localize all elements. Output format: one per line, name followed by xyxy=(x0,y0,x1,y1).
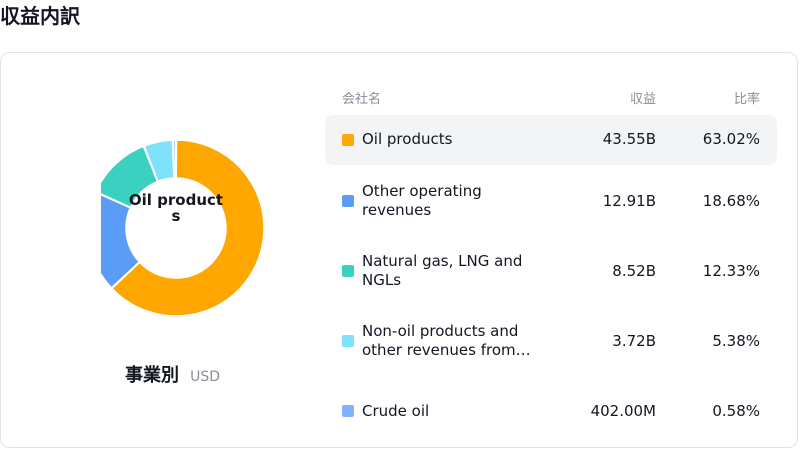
table-row[interactable]: Natural gas, LNG and NGLs 8.52B 12.33% xyxy=(325,245,777,315)
table-row[interactable]: Non-oil products and other revenues from… xyxy=(325,315,777,385)
row-revenue: 8.52B xyxy=(612,262,656,280)
row-revenue: 402.00M xyxy=(590,402,656,420)
legend-swatch xyxy=(342,335,354,347)
legend-swatch xyxy=(342,195,354,207)
table-row[interactable]: Other operating revenues 12.91B 18.68% xyxy=(325,175,777,245)
row-ratio: 12.33% xyxy=(702,262,760,280)
header-revenue: 収益 xyxy=(629,92,656,107)
header-company-name: 会社名 xyxy=(342,92,382,107)
donut-slice[interactable] xyxy=(101,145,159,209)
row-ratio: 63.02% xyxy=(702,130,760,148)
row-name: Natural gas, LNG and NGLs xyxy=(362,252,523,289)
row-revenue: 3.72B xyxy=(612,332,656,350)
donut-chart-svg xyxy=(101,139,265,317)
header-ratio: 比率 xyxy=(733,92,760,107)
revenue-table: 会社名 収益 比率 Oil products 43.55B 63.02% Oth… xyxy=(325,83,777,455)
row-name: Oil products xyxy=(362,130,453,148)
donut-slice[interactable] xyxy=(101,192,141,289)
donut-chart[interactable]: Oil products xyxy=(101,139,265,319)
donut-center-label: Oil products xyxy=(128,191,224,225)
donut-caption: 事業別 USD xyxy=(125,361,220,387)
page-title: 収益内訳 xyxy=(0,4,80,28)
donut-slice[interactable] xyxy=(111,139,265,317)
legend-swatch xyxy=(342,134,354,146)
chart-unit: USD xyxy=(190,369,221,385)
row-revenue: 43.55B xyxy=(602,130,656,148)
row-name: Non-oil products and other revenues from… xyxy=(362,322,531,359)
row-name: Crude oil xyxy=(362,402,430,420)
table-row[interactable]: Oil products 43.55B 63.02% xyxy=(325,115,777,165)
row-ratio: 5.38% xyxy=(712,332,760,350)
table-row[interactable]: Crude oil 402.00M 0.58% xyxy=(325,385,777,455)
row-name: Other operating revenues xyxy=(362,182,482,219)
revenue-breakdown-card: Oil products 事業別 USD 会社名 収益 比率 Oil produ… xyxy=(0,52,798,448)
table-header: 会社名 収益 比率 xyxy=(325,83,777,115)
chart-title: 事業別 xyxy=(125,365,179,386)
row-ratio: 18.68% xyxy=(702,192,760,210)
legend-swatch xyxy=(342,405,354,417)
legend-swatch xyxy=(342,265,354,277)
donut-slice[interactable] xyxy=(172,139,177,179)
row-revenue: 12.91B xyxy=(602,192,656,210)
row-ratio: 0.58% xyxy=(712,402,760,420)
